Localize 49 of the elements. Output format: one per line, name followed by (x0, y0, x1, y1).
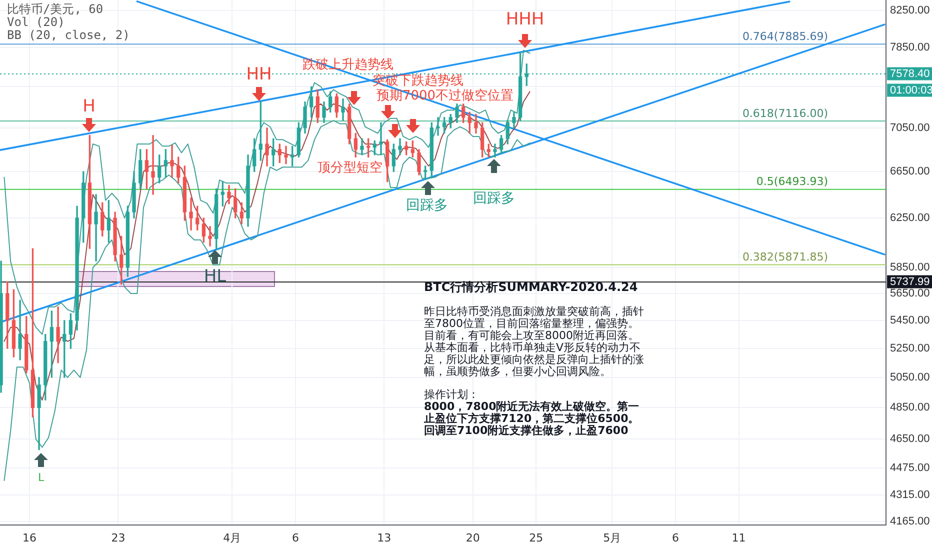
text: 7578.40 (890, 68, 930, 80)
annotation: 昨日比特币受消息面刺激放量突破前高，插针至7800位置，目前回落缩量整理，偏强势。 (424, 305, 645, 330)
x-tick-label: 13 (377, 531, 392, 544)
x-tick-label: 16 (22, 531, 37, 544)
x-tick-label: 23 (111, 531, 126, 544)
y-tick-label: 4165.00 (890, 516, 930, 528)
y-tick-label: 8250.00 (890, 4, 930, 16)
y-tick-label: 5650.00 (890, 288, 930, 300)
annotation: HHH (506, 9, 544, 30)
ref-line-label: 0.382(5871.85) (742, 250, 828, 264)
y-tick-label: 4850.00 (890, 402, 930, 414)
x-tick-label: 11 (732, 531, 746, 544)
y-tick-label: 5250.00 (890, 342, 930, 354)
chart-title: 比特币/美元, 60 (7, 2, 104, 16)
text: 5737.99 (890, 276, 930, 288)
x-tick-label: 6 (672, 531, 679, 544)
y-tick-label: 6250.00 (890, 212, 930, 224)
annotation: 顶分型短空 (318, 160, 382, 176)
x-tick-label: 4月 (223, 531, 242, 544)
y-tick-label: 7850.00 (890, 42, 930, 54)
annotation: Vol (20) (7, 15, 65, 30)
x-tick-label: 6 (292, 531, 300, 544)
annotation: HL (204, 266, 227, 286)
y-tick-label: 4475.00 (890, 462, 930, 474)
annotation: 回踩多 (406, 198, 448, 214)
annotation: 8000，7800附近无法有效上破做空。第一止盈位下方支撑7120，第二支撑位6500。回调至7100附近支撑住做多，止盈7600 (424, 400, 640, 437)
x-tick-label: 5月 (603, 531, 622, 544)
x-tick-label: 20 (466, 531, 480, 544)
y-tick-label: 5450.00 (890, 314, 930, 326)
annotation: 操作计划： (424, 388, 480, 401)
y-tick-label: 4315.00 (890, 489, 930, 502)
ref-line-label: 0.5(6493.93) (756, 175, 828, 188)
ref-line-label: 0.764(7885.69) (742, 30, 828, 43)
annotation: BTC行情分析SUMMARY-2020.4.24 (424, 280, 639, 294)
annotation: BB (20, close, 2) (7, 28, 130, 42)
annotation: 从基本面看，比特币单独走V形反转的动力不足，所以此处更倾向依然是反弹向上插针的涨幅，虽顺势做多，但要小心回调风险。 (424, 341, 645, 378)
annotation: 回踩多 (473, 190, 515, 207)
text: 01:00:03 (890, 84, 932, 96)
annotation: L (38, 470, 45, 484)
annotation: H (82, 96, 96, 116)
y-tick-label: 4650.00 (890, 433, 930, 446)
x-tick-label: 25 (529, 531, 544, 544)
y-tick-label: 6650.00 (890, 166, 930, 178)
y-tick-label: 5850.00 (890, 262, 930, 274)
ref-line-label: 0.618(7116.00) (742, 106, 828, 120)
y-tick-label: 7050.00 (890, 122, 930, 134)
annotation: HH (246, 64, 272, 84)
annotation: 目前看，有可能会上攻至8000附近再回落。 (424, 329, 640, 342)
y-tick-label: 5050.00 (890, 372, 930, 384)
